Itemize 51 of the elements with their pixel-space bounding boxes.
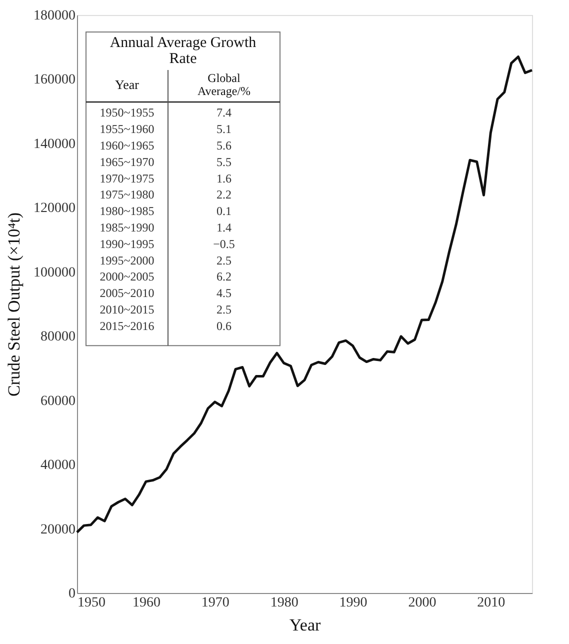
annotation: 1965~1970 xyxy=(100,154,154,169)
annotation: 1985~1990 xyxy=(100,220,154,234)
annotation: 1970~1975 xyxy=(100,171,154,186)
x-axis-title: Year xyxy=(289,616,321,634)
y-tick-label: 60000 xyxy=(40,394,76,409)
x-tick-label: 2000 xyxy=(408,596,436,610)
annotation: −0.5 xyxy=(213,236,235,251)
annotation: 2.2 xyxy=(216,188,232,202)
annotation: 1995~2000 xyxy=(100,253,154,268)
line-series xyxy=(76,55,534,534)
annotation: 1.4 xyxy=(216,220,232,234)
y-tick-label: 160000 xyxy=(34,72,76,88)
x-tick-label: 1950 xyxy=(78,596,106,610)
annotation: 2015~2016 xyxy=(100,318,154,333)
x-tick-label: 1960 xyxy=(132,596,160,610)
y-tick-label: 80000 xyxy=(40,330,76,345)
annotation: 4.5 xyxy=(216,286,232,300)
annotation: 2005~2010 xyxy=(100,286,154,300)
annotation: 0.6 xyxy=(216,318,232,333)
y-tick-label: 40000 xyxy=(40,458,76,474)
x-tick-label: 1980 xyxy=(270,596,298,610)
annotation: 1955~1960 xyxy=(100,122,154,136)
annotation: 1990~1995 xyxy=(100,236,154,251)
x-tick-label: 1990 xyxy=(339,596,368,610)
annotation: 7.4 xyxy=(216,106,232,120)
annotation: 5.5 xyxy=(216,154,232,169)
y-tick-label: 120000 xyxy=(34,201,76,216)
annotation: 5.1 xyxy=(216,122,232,136)
annotation: 5.6 xyxy=(216,138,232,152)
annotation: 6.2 xyxy=(216,270,232,284)
annotation: 1980~1985 xyxy=(100,204,154,218)
annotation: 2010~2015 xyxy=(100,302,154,316)
annotation: 1950~1955 xyxy=(100,106,154,120)
annotation: 2000~2005 xyxy=(100,270,154,284)
annotation: 0.1 xyxy=(216,204,232,218)
y-tick-label: 20000 xyxy=(40,522,76,538)
annotation: Global Average/% xyxy=(197,71,251,98)
annotation: 1.6 xyxy=(216,171,232,186)
annotation: 1960~1965 xyxy=(100,138,154,152)
annotation: Annual Average Growth Rate xyxy=(110,35,257,67)
x-tick-label: 1970 xyxy=(201,596,230,610)
y-tick-label: 180000 xyxy=(34,8,76,24)
annotation: Year xyxy=(115,77,140,92)
y-tick-label: 100000 xyxy=(34,265,76,280)
annotation: 2.5 xyxy=(216,302,232,316)
annotation: 2.5 xyxy=(216,253,232,268)
x-tick-label: 2010 xyxy=(477,596,506,610)
annotation: 1975~1980 xyxy=(100,188,154,202)
y-axis-title: Crude Steel Output (×10⁴t) xyxy=(4,212,24,397)
y-tick-label: 0 xyxy=(68,586,76,602)
y-tick-label: 140000 xyxy=(34,136,76,152)
